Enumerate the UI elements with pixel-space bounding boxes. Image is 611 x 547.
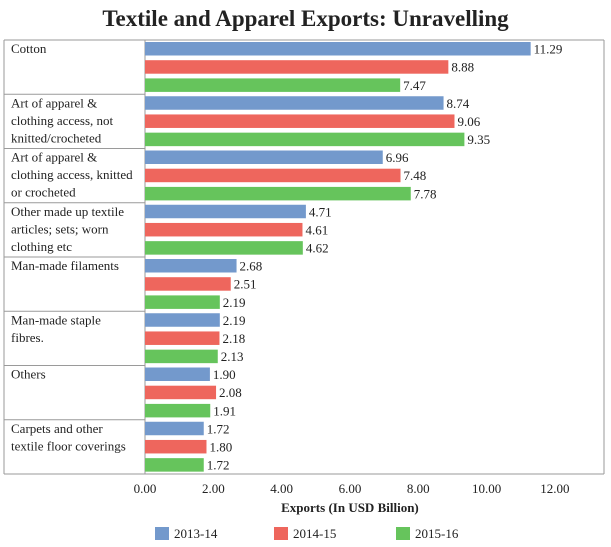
x-tick-label: 8.00 [407,481,430,496]
bar [145,439,207,454]
data-label: 9.35 [467,132,490,147]
bar [145,331,220,345]
bar [145,403,211,418]
category-label: fibres. [11,330,44,345]
category-label: Other made up textile [11,204,124,219]
data-label: 2.08 [219,385,242,400]
bar [145,42,531,56]
data-label: 11.29 [534,42,563,57]
data-label: 8.88 [451,60,474,75]
data-label: 1.90 [213,367,236,382]
category-label: Cotton [11,41,47,56]
x-tick-label: 0.00 [134,481,157,496]
category-label: Carpets and other [11,421,103,436]
chart-title: Textile and Apparel Exports: Unravelling [102,6,509,31]
bar [145,313,220,327]
data-label: 2.18 [222,331,245,346]
bar [145,295,220,309]
bar [145,114,455,128]
data-label: 1.91 [213,403,236,418]
data-label: 2.13 [221,349,244,364]
bar [145,241,303,255]
x-tick-label: 12.00 [540,481,569,496]
category-label: Art of apparel & [11,95,97,110]
data-label: 1.72 [207,421,230,436]
category-label: clothing etc [11,239,72,254]
data-label: 8.74 [447,96,470,111]
bar [145,132,465,147]
category-label: Others [11,367,46,382]
bar [145,222,303,237]
data-label: 7.48 [404,168,427,183]
bar [145,277,231,291]
x-tick-label: 2.00 [202,481,225,496]
data-label: 9.06 [457,114,480,129]
data-label: 4.61 [305,222,328,237]
bar [145,60,449,74]
data-label: 2.19 [223,295,246,310]
category-label: textile floor coverings [11,438,126,453]
data-label: 2.68 [240,259,263,274]
bar [145,78,401,92]
bar [145,458,204,472]
data-label: 1.80 [209,439,232,454]
data-label: 2.19 [223,313,246,328]
bar [145,96,444,110]
bar [145,259,237,273]
bar [145,367,210,381]
bar [145,349,218,364]
category-label: Art of apparel & [11,150,97,165]
bar [145,186,411,201]
data-label: 7.47 [403,78,426,93]
data-label: 1.72 [207,458,230,473]
legend-swatch [155,527,169,540]
category-label: clothing access, knitted [11,167,133,182]
data-label: 6.96 [386,150,409,165]
data-label: 4.71 [309,204,332,219]
data-label: 4.62 [306,241,329,256]
bar [145,204,306,219]
category-label: articles; sets; worn [11,221,109,236]
category-label: Man-made staple [11,312,101,327]
category-label: or crocheted [11,185,76,200]
data-label: 2.51 [234,277,257,292]
legend-label: 2015-16 [415,526,459,541]
legend-swatch [274,527,288,540]
bar [145,385,217,400]
x-axis-title: Exports (In USD Billion) [281,500,419,515]
bar [145,150,383,164]
legend-label: 2014-15 [293,526,336,541]
legend-label: 2013-14 [174,526,218,541]
bar [145,168,401,183]
category-label: clothing access, not [11,113,114,128]
x-tick-label: 10.00 [472,481,501,496]
category-label: Man-made filaments [11,258,119,273]
category-label: knitted/crocheted [11,130,102,145]
x-tick-label: 4.00 [270,481,293,496]
bar [145,421,204,436]
legend-swatch [396,527,410,540]
data-label: 7.78 [414,186,437,201]
x-tick-label: 6.00 [339,481,362,496]
